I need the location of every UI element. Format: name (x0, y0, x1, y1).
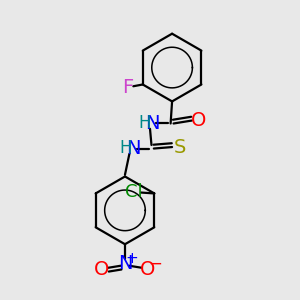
Text: O: O (191, 111, 206, 130)
Text: O: O (140, 260, 156, 279)
Text: N: N (126, 139, 140, 158)
Text: H: H (138, 114, 151, 132)
Text: −: − (148, 255, 162, 273)
Text: N: N (145, 114, 159, 133)
Text: Cl: Cl (125, 183, 142, 201)
Text: F: F (122, 78, 134, 97)
Text: O: O (94, 260, 109, 279)
Text: N: N (118, 254, 132, 273)
Text: +: + (125, 250, 138, 266)
Text: S: S (174, 138, 187, 157)
Text: H: H (119, 139, 131, 157)
